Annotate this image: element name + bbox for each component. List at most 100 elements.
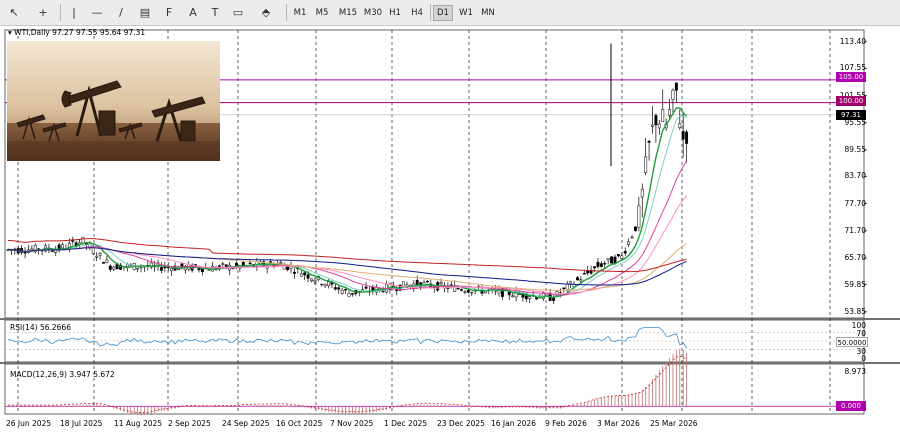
- candle-body: [651, 124, 654, 127]
- candle-body: [50, 250, 54, 253]
- timeframe-h1[interactable]: H1: [389, 8, 401, 18]
- candle-body: [108, 265, 112, 270]
- candle-body: [627, 241, 631, 245]
- candle-body: [289, 266, 293, 269]
- candle-body: [95, 255, 99, 258]
- date-tick-label: 1 Dec 2025: [384, 419, 428, 428]
- fibonacci-icon[interactable]: F: [165, 6, 173, 19]
- timeframe-d1[interactable]: D1: [433, 5, 453, 21]
- date-tick-label: 25 Mar 2026: [650, 419, 698, 428]
- timeframe-h4[interactable]: H4: [411, 8, 423, 18]
- current-price-tag: 97.31: [836, 110, 866, 120]
- text-icon[interactable]: A: [189, 6, 197, 19]
- candle-body: [313, 280, 317, 283]
- candle-body: [674, 82, 678, 91]
- price-tick-label: 113.40: [839, 36, 866, 46]
- rsi-level-100: 100: [851, 321, 866, 330]
- candle-body: [565, 284, 569, 290]
- candle-body: [170, 268, 174, 272]
- timeframe-m5[interactable]: M5: [315, 8, 329, 18]
- candle-body: [306, 274, 310, 279]
- timeframe-m15[interactable]: M15: [338, 8, 358, 18]
- candle-body: [579, 279, 583, 282]
- ma-navy-line: [7, 247, 687, 286]
- candle-body: [248, 262, 252, 265]
- candle-body: [620, 255, 624, 259]
- candle-body: [30, 248, 34, 251]
- price-tick-label: 53.85: [844, 306, 866, 316]
- candle-body: [221, 263, 225, 265]
- price-tick-label: 89.55: [844, 144, 866, 154]
- candle-body: [562, 287, 566, 289]
- candle-body: [102, 262, 105, 264]
- candle-body: [364, 286, 368, 289]
- candle-body: [470, 291, 474, 294]
- rectangle-icon[interactable]: ▭: [232, 6, 244, 19]
- candle-body: [576, 277, 579, 281]
- candle-body: [685, 131, 689, 144]
- trendline-icon[interactable]: /: [119, 6, 123, 19]
- toolbar-separator: [60, 4, 61, 21]
- candle-body: [599, 263, 603, 267]
- horizontal-line-icon[interactable]: —: [91, 6, 103, 19]
- candle-body: [616, 254, 620, 257]
- candle-body: [460, 289, 463, 291]
- candle-body: [235, 262, 238, 266]
- rsi-level-70: 70: [856, 329, 866, 338]
- vertical-line-icon[interactable]: |: [72, 6, 76, 19]
- rsi-level-30: 30: [856, 347, 866, 356]
- arrows-icon[interactable]: ⬘: [261, 6, 271, 19]
- panel-divider: [0, 318, 900, 320]
- date-tick-label: 26 Jun 2025: [6, 419, 52, 428]
- candle-body: [640, 188, 644, 198]
- candle-body: [668, 109, 671, 116]
- candle-body: [23, 251, 27, 254]
- price-tick-label: 107.55: [839, 63, 866, 73]
- ma-magenta-line: [7, 160, 688, 296]
- candle-body: [647, 140, 651, 143]
- price-tick-label: 59.85: [844, 279, 866, 289]
- candle-body: [644, 156, 648, 174]
- candle-body: [511, 295, 515, 298]
- candle-body: [344, 289, 348, 291]
- cursor-icon[interactable]: ↖: [9, 6, 19, 19]
- candle-body: [91, 247, 95, 254]
- candle-body: [67, 242, 71, 248]
- channel-icon[interactable]: ▤: [139, 6, 151, 19]
- level-100-tag[interactable]: 100.00: [836, 96, 866, 106]
- timeframe-w1[interactable]: W1: [459, 8, 473, 18]
- candle-body: [596, 262, 600, 267]
- symbol-header: WTI,Daily 97.27 97.55 95.64 97.31: [14, 28, 146, 37]
- candle-body: [630, 236, 634, 239]
- macd-zero-tag: 0.000: [836, 401, 866, 411]
- candle-body: [98, 253, 102, 256]
- date-tick-label: 16 Jan 2026: [491, 419, 536, 428]
- price-tick-label: 95.55: [844, 117, 866, 127]
- candle-body: [166, 266, 170, 269]
- candle-body: [637, 205, 641, 228]
- candle-body: [33, 245, 37, 253]
- date-tick-label: 7 Nov 2025: [330, 419, 374, 428]
- candle-body: [582, 273, 586, 275]
- level-105-tag[interactable]: 105.00: [836, 72, 866, 82]
- chart-dropdown-icon[interactable]: ▾: [8, 28, 12, 37]
- date-tick-label: 3 Mar 2026: [597, 419, 640, 428]
- candle-body: [633, 226, 637, 231]
- date-tick-label: 24 Sep 2025: [222, 419, 270, 428]
- timeframe-m30[interactable]: M30: [363, 8, 383, 18]
- candle-body: [160, 267, 163, 271]
- candle-body: [463, 291, 467, 293]
- candle-body: [323, 283, 327, 287]
- candle-body: [589, 269, 593, 274]
- chart-header: ▾ WTI,Daily 97.27 97.55 95.64 97.31: [8, 28, 145, 37]
- timeframe-mn[interactable]: MN: [481, 8, 495, 18]
- candle-body: [149, 262, 153, 268]
- candle-body: [299, 273, 303, 277]
- candle-body: [671, 89, 675, 100]
- crosshair-icon[interactable]: +: [38, 6, 48, 19]
- candle-body: [593, 266, 596, 269]
- timeframe-m1[interactable]: M1: [293, 8, 307, 18]
- toolbar-separator: [286, 4, 287, 21]
- label-icon[interactable]: T: [211, 6, 219, 19]
